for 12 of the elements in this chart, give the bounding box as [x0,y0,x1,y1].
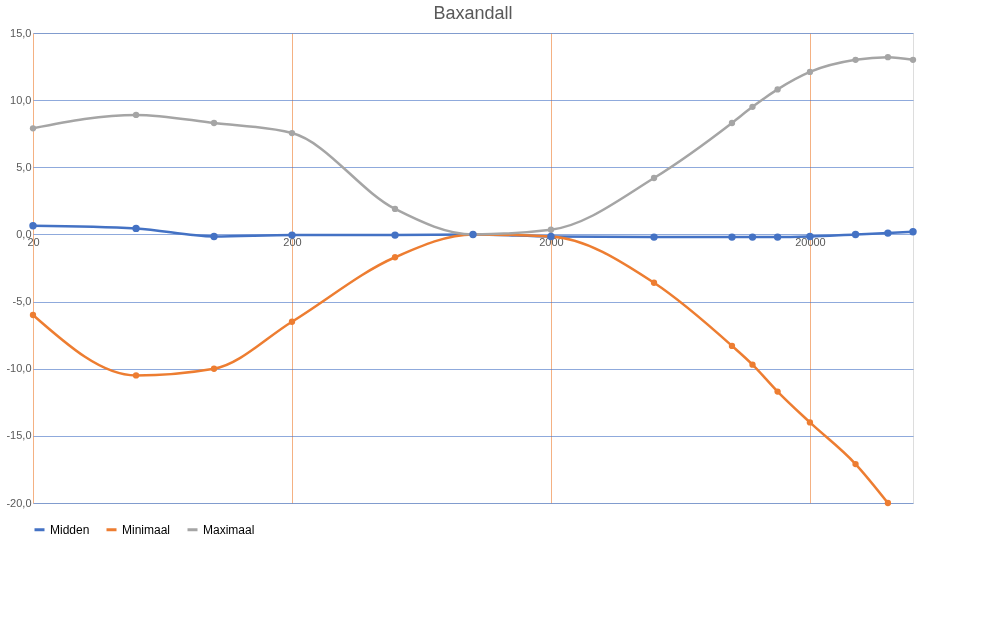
y-tick-label: 15,0 [10,26,32,39]
legend-label: Minimaal [122,522,171,537]
y-tick-label: 0,0 [16,227,32,240]
y-tick-label: -5,0 [12,295,32,308]
y-tick-label: 10,0 [10,93,32,106]
legend-label: Maximaal [203,522,255,537]
chart-title: Baxandall [433,3,513,23]
y-tick-label: -10,0 [6,362,32,375]
y-tick-label: -20,0 [6,496,32,509]
y-tick-label: 5,0 [16,160,32,173]
legend-label: Midden [50,522,90,537]
y-tick-label: -15,0 [6,429,32,442]
